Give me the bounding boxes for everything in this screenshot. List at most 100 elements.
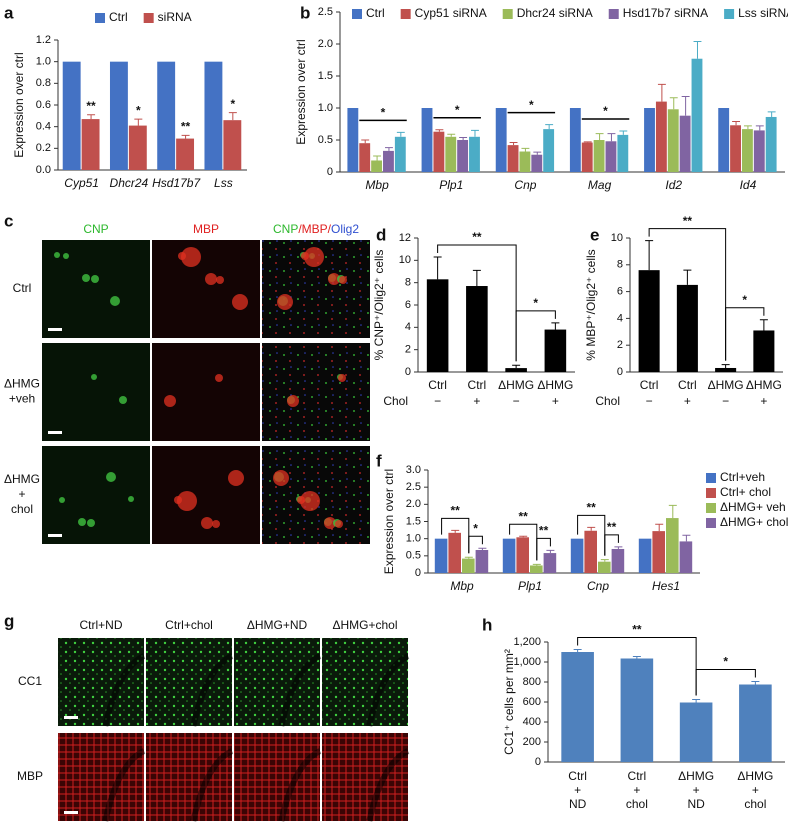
row-label: Ctrl xyxy=(13,281,32,295)
bar xyxy=(347,108,359,172)
bar xyxy=(502,538,516,573)
tissue-edge xyxy=(278,748,322,822)
error-bar xyxy=(732,120,741,126)
bar xyxy=(644,108,655,172)
error-bar xyxy=(384,147,393,151)
error-bar xyxy=(683,269,692,285)
legend-swatch xyxy=(608,9,619,19)
significance: ** xyxy=(683,214,693,228)
legend-swatch xyxy=(724,9,735,19)
bar xyxy=(691,58,703,172)
error-bar xyxy=(619,130,628,135)
micrograph xyxy=(42,343,150,441)
cell xyxy=(110,296,120,306)
y-axis-label: Expression over ctrl xyxy=(12,52,26,157)
cell xyxy=(215,374,223,382)
cell xyxy=(273,470,289,486)
x-tick-label: Id2 xyxy=(665,178,682,192)
bar xyxy=(128,125,147,170)
row-label: +veh xyxy=(9,392,35,406)
y-tick-label: 0.6 xyxy=(36,99,51,111)
legend-label: Cyp51 siRNA xyxy=(415,6,487,20)
micrograph xyxy=(322,638,408,726)
y-tick-label: 2.0 xyxy=(406,498,421,510)
x-tick-label: Cyp51 xyxy=(64,176,99,190)
bar xyxy=(718,108,730,172)
error-bar xyxy=(361,139,370,144)
legend-label: Lss siRNA xyxy=(738,6,788,20)
error-bar xyxy=(396,131,405,137)
legend-swatch xyxy=(143,13,154,23)
row-label: ΔHMG xyxy=(4,377,40,391)
y-tick-label: 0.5 xyxy=(318,134,333,146)
error-bar xyxy=(472,269,481,287)
bar xyxy=(448,532,461,573)
treatment: + xyxy=(552,394,559,408)
legend-swatch xyxy=(706,488,716,498)
x-tick-label: Mbp xyxy=(450,579,474,593)
bar xyxy=(421,108,433,172)
cell xyxy=(212,520,220,528)
bar xyxy=(676,284,698,372)
significance: * xyxy=(533,296,538,310)
panel-letter: f xyxy=(376,451,382,470)
panel-letter: e xyxy=(590,225,599,244)
bracket xyxy=(577,637,697,696)
micrograph xyxy=(146,733,232,821)
row-label: Chol xyxy=(383,394,408,408)
error-bar xyxy=(519,535,528,538)
legend-label: ΔHMG+ chol xyxy=(720,515,788,529)
treatment: + xyxy=(684,394,691,408)
y-tick-label: 0 xyxy=(535,756,541,768)
cell xyxy=(328,273,340,285)
x-tick-label: Ctrl xyxy=(640,378,659,392)
y-tick-label: 4 xyxy=(617,312,623,324)
x-tick-label: + xyxy=(752,783,759,797)
y-tick-label: 2.0 xyxy=(318,38,333,50)
error-bar xyxy=(512,364,521,369)
cell xyxy=(164,395,176,407)
legend-swatch xyxy=(502,9,513,19)
legend-label: Ctrl xyxy=(109,10,128,24)
error-bar xyxy=(595,133,604,140)
cell xyxy=(91,275,99,283)
bar xyxy=(475,549,489,573)
bar xyxy=(581,142,593,172)
x-tick-label: Plp1 xyxy=(518,579,542,593)
error-bar xyxy=(692,699,701,703)
micrograph xyxy=(262,343,370,441)
error-bar xyxy=(181,134,190,139)
cell xyxy=(177,491,197,511)
y-axis-label: CC1⁺ cells per mm² xyxy=(502,649,516,755)
scale-bar xyxy=(64,716,78,719)
error-bar xyxy=(607,133,616,142)
bar xyxy=(359,143,371,172)
error-bar xyxy=(433,256,442,280)
x-tick-label: chol xyxy=(626,797,648,811)
significance: * xyxy=(742,293,747,307)
error-bar xyxy=(464,556,473,559)
cell xyxy=(54,252,60,258)
error-bar xyxy=(87,114,96,120)
error-bar xyxy=(459,136,468,140)
y-axis-label: % CNP⁺/Olig2⁺ cells xyxy=(372,250,386,361)
bar xyxy=(753,130,765,172)
error-bar xyxy=(533,151,542,155)
panel-letter: g xyxy=(4,611,14,630)
x-tick-label: Mag xyxy=(588,178,612,192)
treatment: − xyxy=(646,394,653,408)
cell xyxy=(106,472,116,482)
x-tick-label: Ctrl xyxy=(628,769,647,783)
treatment: + xyxy=(473,394,480,408)
x-tick-label: Ctrl xyxy=(468,378,487,392)
significance: * xyxy=(723,655,728,669)
error-bar xyxy=(645,240,654,271)
y-tick-label: 200 xyxy=(523,736,541,748)
legend-swatch xyxy=(352,9,362,19)
significance: ** xyxy=(472,230,482,244)
y-tick-label: 10 xyxy=(611,232,623,244)
y-tick-label: 0.0 xyxy=(36,164,51,176)
cell xyxy=(181,247,201,267)
treatment: − xyxy=(434,394,441,408)
